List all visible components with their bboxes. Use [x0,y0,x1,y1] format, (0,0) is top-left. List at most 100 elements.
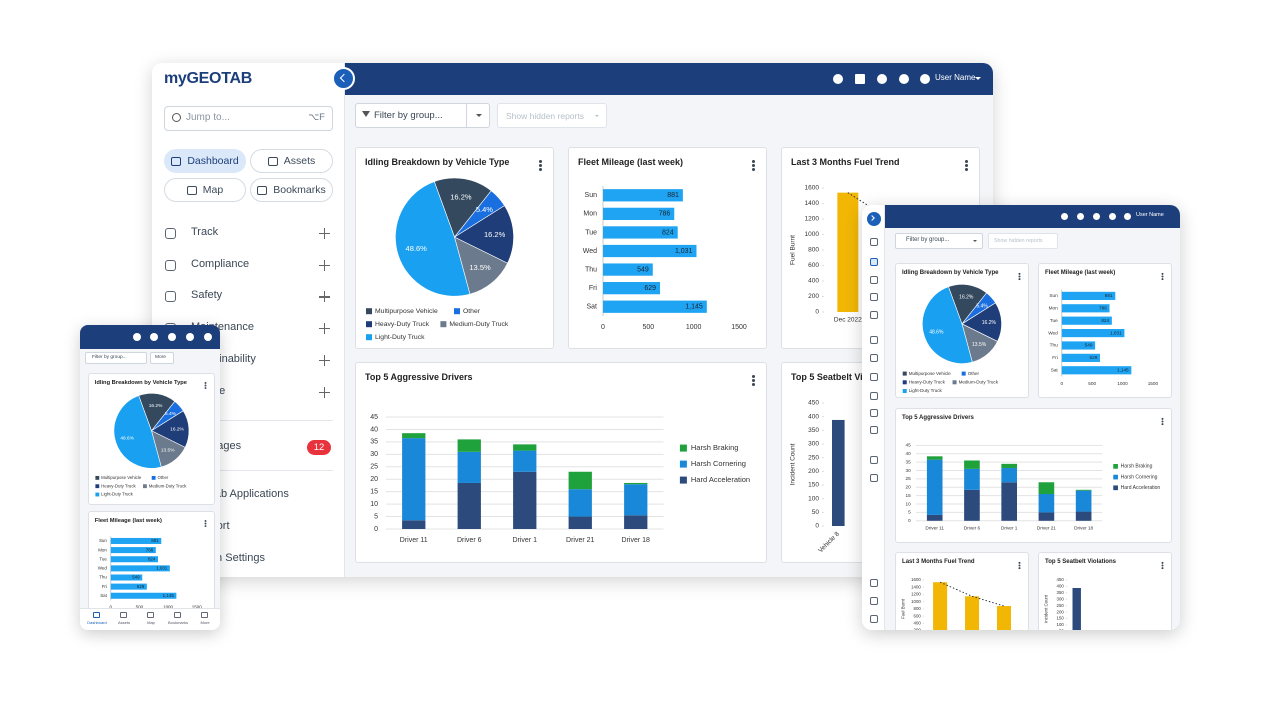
y-tick-label: 200 [808,468,819,475]
card-menu[interactable] [1161,275,1164,278]
pie-slice [453,205,514,264]
value-label: 786 [146,547,154,552]
rail-icon[interactable] [870,409,878,417]
toolbar-icon[interactable] [899,74,909,84]
legend-label: Medium-Duty Truck [959,379,999,384]
legend-swatch [440,321,447,328]
expand-icon [324,354,326,366]
bar-segment [1001,467,1017,483]
card-menu[interactable] [1018,275,1021,278]
hidden-reports[interactable]: Show hidden reports [988,233,1058,249]
card-menu[interactable] [1161,420,1164,423]
rail-icon[interactable] [870,597,878,605]
collapse-button[interactable] [867,212,881,226]
toolbar-icon[interactable] [833,74,843,84]
tab-label[interactable]: Bookmarks [167,620,188,625]
toolbar-icon[interactable] [1077,213,1084,220]
toolbar-icon[interactable] [168,333,176,341]
toolbar-icon[interactable] [855,74,865,84]
legend-swatch [1113,463,1118,469]
rail-icon[interactable] [870,276,878,284]
toolbar-icon[interactable] [150,333,158,341]
nav-button[interactable]: Dashboard [164,149,246,173]
toolbar-icon[interactable] [1093,213,1100,220]
user-name[interactable]: User Name [1136,212,1164,218]
toolbar-icon[interactable] [1061,213,1068,220]
y-tick-label: Fri [1052,355,1057,360]
bar-segment [964,468,980,490]
toolbar-icon[interactable] [1124,213,1131,220]
y-tick-label: 300 [1057,596,1065,601]
y-tick-label: 1600 [805,185,820,192]
y-tick-label: Thu [1050,342,1058,347]
y-tick-label: 1000 [805,231,820,238]
chart-card: Fleet Mileage (last week) 0 500 1000 1500 Sun… [1038,263,1172,398]
card-title: Top 5 Seatbelt Violations [791,372,898,382]
rail-icon[interactable] [870,474,878,482]
card-menu[interactable] [965,164,968,167]
rail-icon[interactable] [870,293,878,301]
user-name[interactable]: User Name [935,73,976,82]
top-bar [80,325,220,349]
chart-card: Last 3 Months Fuel Trend 0 200 400 600 800 100… [895,552,1029,630]
group-filter[interactable]: Filter by group... [895,233,983,249]
toolbar-icon[interactable] [133,333,141,341]
slice-label: 16.2% [170,427,184,433]
collapse-button[interactable] [332,67,355,90]
y-tick-label: 1400 [911,584,921,589]
card-menu[interactable] [204,522,207,525]
chart-card: Fleet Mileage (last week) 0 500 1000 1500 Sun… [568,147,767,349]
hidden-reports[interactable]: Show hidden reports [497,103,607,128]
more-button[interactable]: More [150,352,174,364]
tab-label[interactable]: More [200,620,210,625]
rail-icon[interactable] [870,258,878,266]
chart-card: Top 5 Aggressive Drivers 0 5 10 15 20 25 30 35 40… [895,408,1172,543]
toolbar-icon[interactable] [920,74,930,84]
rail-icon[interactable] [870,373,878,381]
bar [1072,587,1081,630]
tab-label[interactable]: Dashboard [87,620,107,625]
x-tick-label: Driver 1 [512,537,537,544]
card-menu[interactable] [1161,564,1164,567]
legend-label: Medium-Duty Truck [449,321,509,328]
menu-item[interactable]: Track [191,226,219,238]
toolbar-icon[interactable] [204,333,212,341]
rail-icon[interactable] [870,456,878,464]
card-menu[interactable] [752,379,755,382]
y-tick-label: 5 [908,509,911,514]
rail-icon[interactable] [870,579,878,587]
tab-label[interactable]: Assets [117,620,130,625]
toolbar-icon[interactable] [1109,213,1116,220]
rail-icon[interactable] [870,336,878,344]
card-menu[interactable] [1018,564,1021,567]
card-menu[interactable] [204,384,207,387]
rail-icon[interactable] [870,354,878,362]
menu-item[interactable]: Compliance [191,257,250,270]
rail-icon[interactable] [870,426,878,434]
y-tick-label: 15 [906,493,912,498]
rail-icon[interactable] [870,615,878,623]
tab-label[interactable]: Map [147,620,155,625]
y-tick-label: 0 [908,518,911,523]
chart: 0 500 1000 1500 Sun 881 Mon 786 Tue 824 Wed 1,031 Th… [1048,289,1159,386]
tab-icon [120,612,127,618]
rail-icon[interactable] [870,238,878,246]
group-filter[interactable]: Filter by group... [355,103,490,128]
nav-button[interactable]: Map [164,178,246,202]
search-box[interactable]: Jump to... ⌥F [164,106,333,131]
rail-icon[interactable] [870,311,878,319]
icon-rail [862,205,885,630]
card-menu[interactable] [752,164,755,167]
nav-button[interactable]: Assets [250,149,333,173]
rail-icon[interactable] [870,392,878,400]
menu-item[interactable]: Safety [191,289,223,302]
group-filter[interactable]: Filter by group... [85,352,147,364]
toolbar-icon[interactable] [877,74,887,84]
card-menu[interactable] [539,164,542,167]
toolbar-icon[interactable] [186,333,194,341]
legend-label: Light-Duty Truck [375,334,425,341]
legend-label: Multipurpose Vehicle [375,308,438,315]
nav-button[interactable]: Bookmarks [250,178,333,202]
